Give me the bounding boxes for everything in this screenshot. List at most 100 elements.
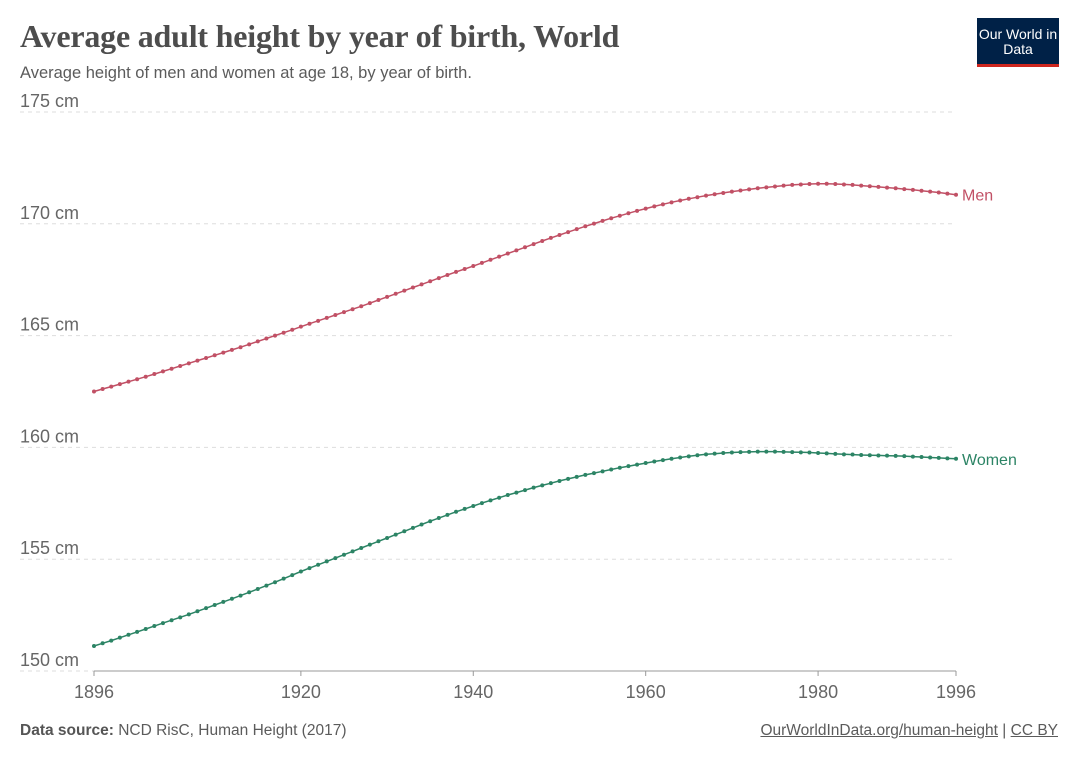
data-point [350,307,355,312]
data-point [695,195,700,200]
x-tick-label: 1940 [453,682,493,702]
data-point [617,465,622,470]
data-point [126,632,131,637]
data-point [945,191,950,196]
data-point [333,556,338,561]
data-point [359,546,364,551]
data-point [704,452,709,457]
data-point [160,369,165,374]
data-point [238,345,243,350]
data-point [92,389,96,394]
data-point [721,190,726,195]
data-point [454,269,459,274]
data-point [419,522,424,527]
data-point [221,599,226,604]
data-point [247,342,252,347]
data-point [186,361,191,366]
data-point [428,519,433,524]
data-point [954,456,958,461]
owid-logo[interactable]: Our World in Data [977,18,1059,67]
data-point [350,549,355,554]
data-point [109,384,114,389]
license-link[interactable]: CC BY [1010,722,1058,739]
data-point [928,455,933,460]
source-link[interactable]: OurWorldInData.org/human-height [760,722,998,739]
data-point [747,187,752,192]
series-label-women: Women [962,452,1017,469]
data-point [841,452,846,457]
chart-title: Average adult height by year of birth, W… [20,18,620,54]
data-point [160,621,165,626]
data-point [816,181,821,186]
data-point [324,559,329,564]
data-point [600,469,605,474]
data-point [393,291,398,296]
x-tick-label: 1920 [281,682,321,702]
data-point [281,576,286,581]
data-point [186,612,191,617]
data-point [841,182,846,187]
data-point [385,294,390,299]
data-point [781,183,786,188]
data-point [316,318,321,323]
data-point [574,227,579,232]
data-point [462,506,467,511]
data-point [178,364,183,369]
data-point [721,450,726,455]
y-tick-label: 155 cm [20,538,79,558]
data-point [583,224,588,229]
data-point [600,218,605,223]
data-point [678,455,683,460]
data-point [617,213,622,218]
data-point [419,282,424,287]
x-tick-label: 1960 [626,682,666,702]
data-point [824,181,829,186]
data-point [298,569,303,574]
data-point [393,532,398,537]
series-line-women [93,450,957,647]
data-point [445,273,450,278]
data-point [152,624,157,629]
data-point [652,459,657,464]
data-point [531,485,536,490]
data-point [247,590,252,595]
data-point [910,454,915,459]
data-point [402,529,407,534]
data-point [195,358,200,363]
data-point [135,629,140,634]
data-point [436,276,441,281]
data-point [816,450,821,455]
data-point [712,192,717,197]
data-point [402,288,407,293]
data-point [221,350,226,355]
chart-subtitle: Average height of men and women at age 1… [20,64,472,82]
data-point [712,451,717,456]
data-point [669,200,674,205]
data-point [255,339,260,344]
data-point [169,366,174,371]
data-point [117,382,122,387]
data-point [488,257,493,262]
data-point [678,198,683,203]
data-point [945,456,950,461]
data-point [497,495,502,500]
data-point [229,347,234,352]
data-point [428,279,433,284]
data-point [471,503,476,508]
data-point [833,181,838,186]
data-point [928,189,933,194]
footer-links: OurWorldInData.org/human-height | CC BY [760,722,1058,740]
data-point [738,188,743,193]
data-point [885,185,890,190]
data-point [798,182,803,187]
data-point [954,192,958,197]
data-point [747,449,752,454]
data-source-label: Data source: [20,722,114,739]
data-point [100,387,105,392]
data-point [143,374,148,379]
data-point [876,453,881,458]
data-point [885,453,890,458]
data-point [557,478,562,483]
data-point [790,182,795,187]
